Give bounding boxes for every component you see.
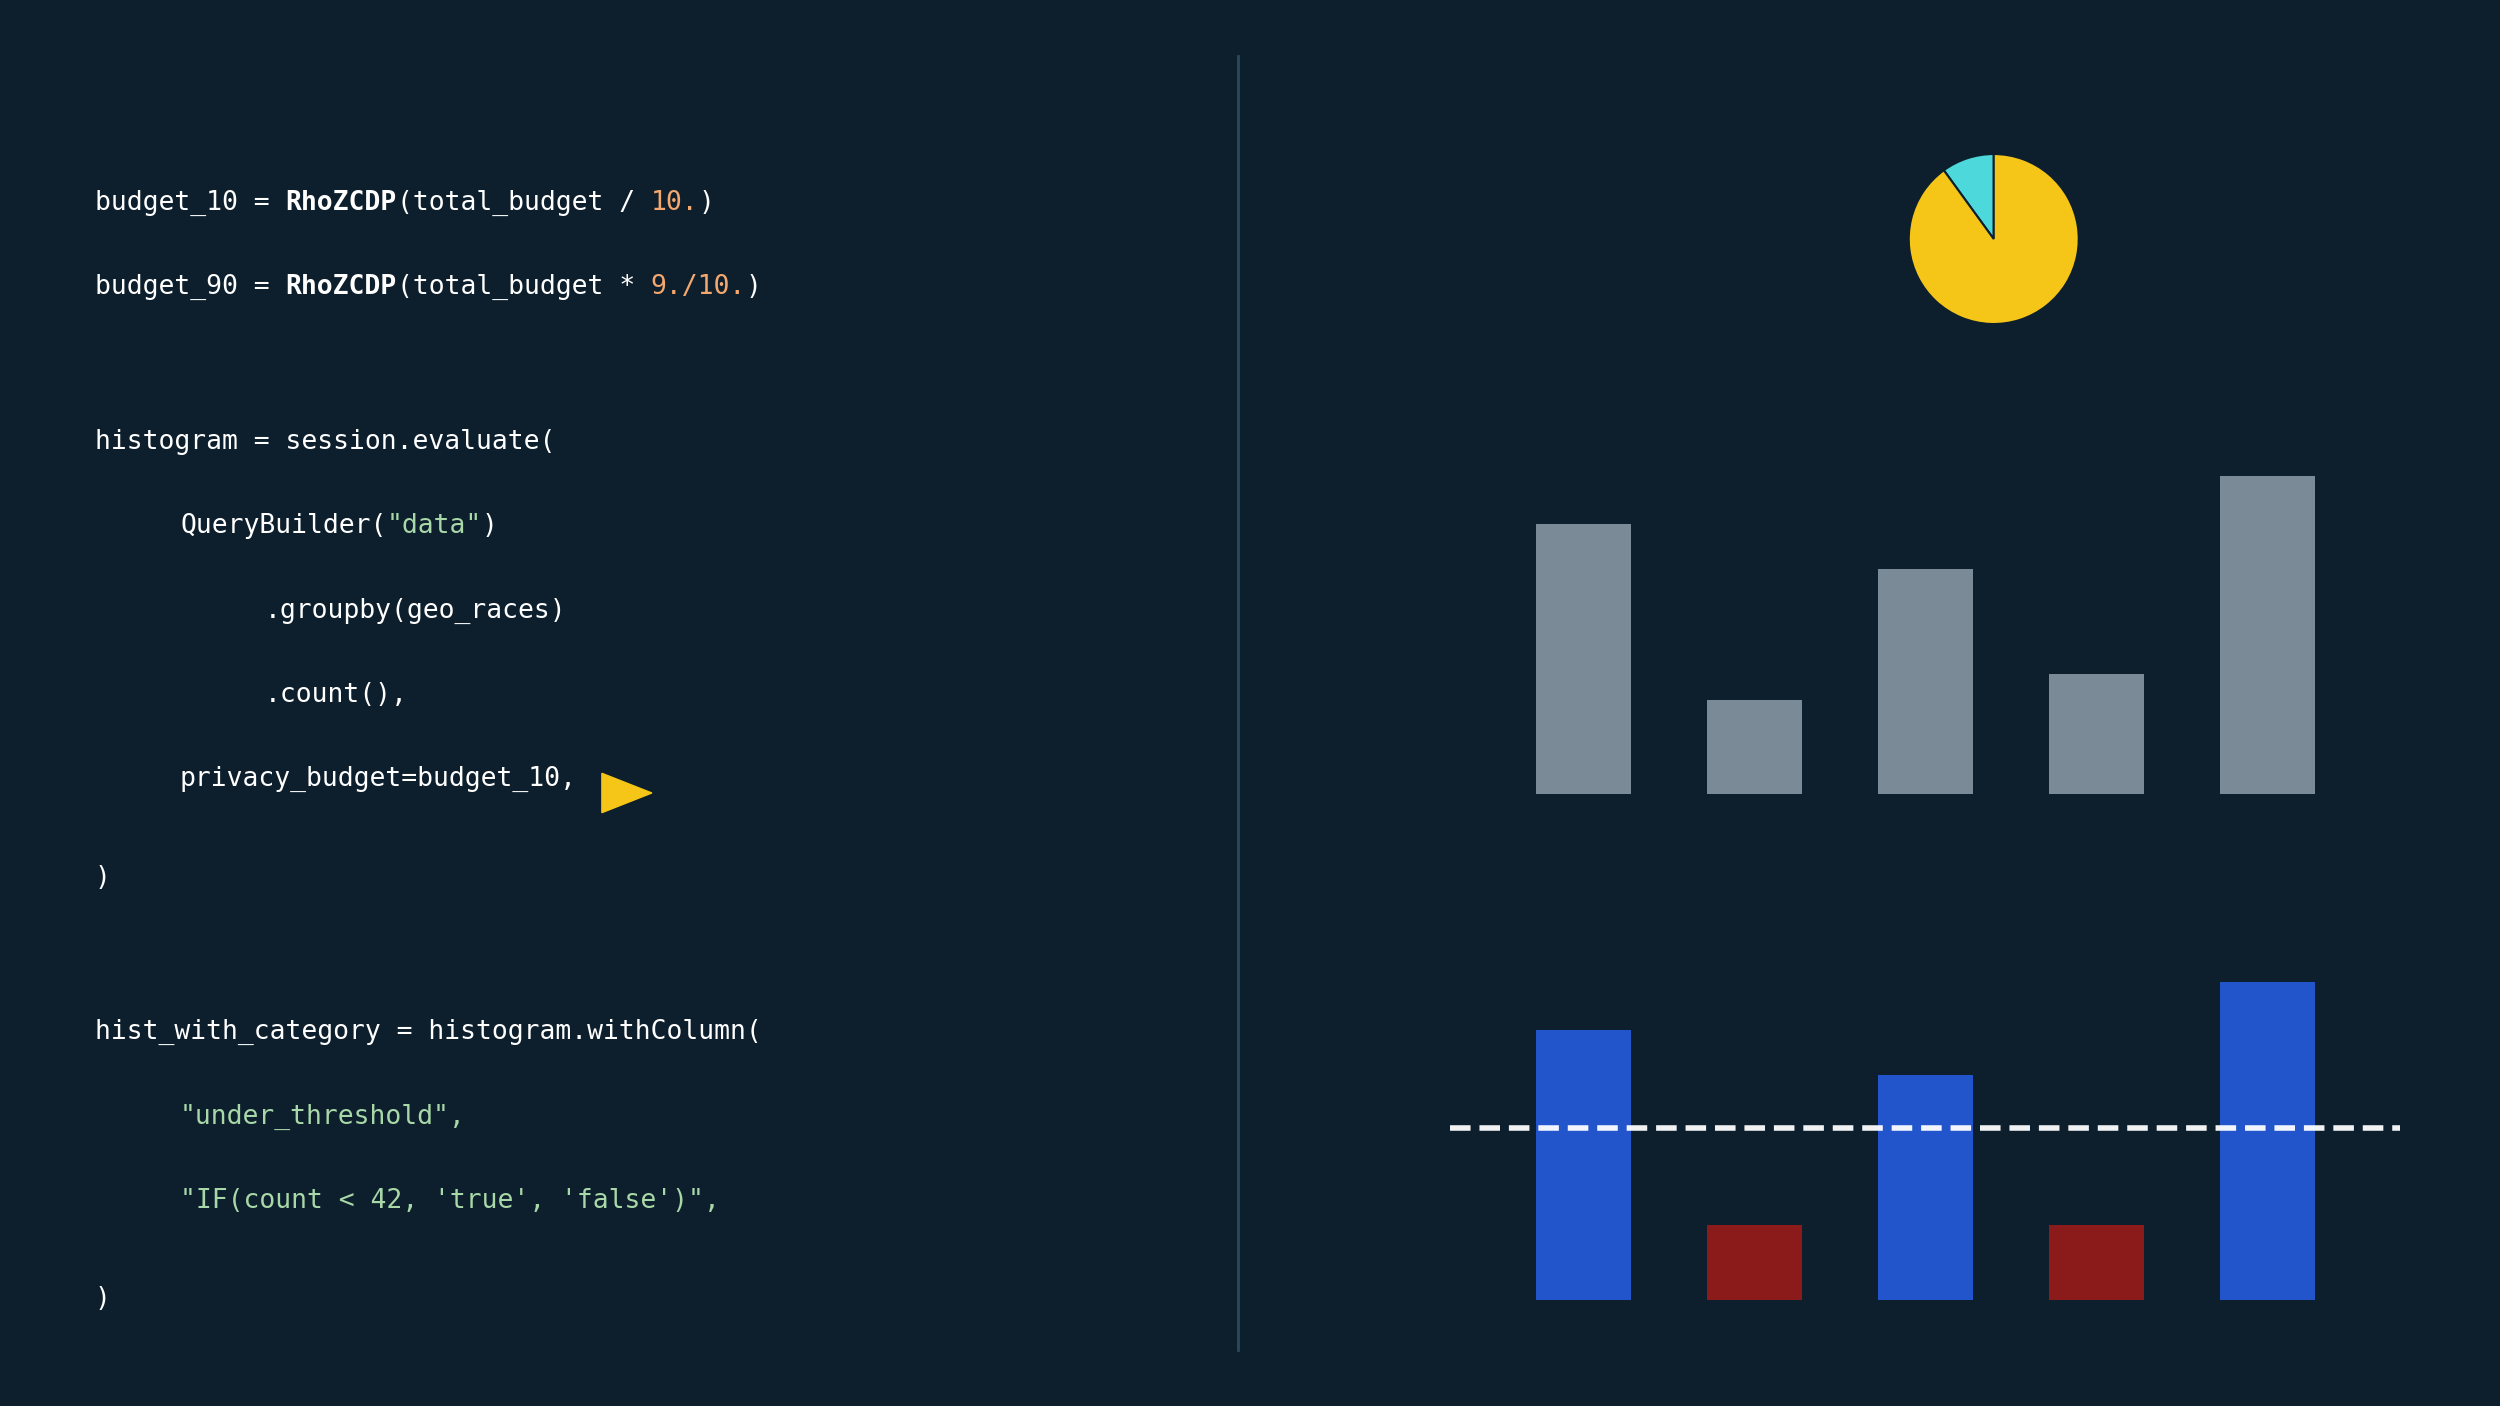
Polygon shape [602,773,652,813]
Bar [1535,1031,1630,1299]
Bar [1708,700,1802,793]
Text: privacy_budget=budget_10,: privacy_budget=budget_10, [180,766,578,793]
Text: ): ) [698,190,715,215]
Wedge shape [1910,155,2078,323]
Wedge shape [1945,155,1995,239]
Text: "data": "data" [388,513,482,538]
Text: hist_with_category = histogram.withColumn(: hist_with_category = histogram.withColum… [95,1019,762,1046]
Text: budget_10 =: budget_10 = [95,190,285,217]
Bar [2047,673,2142,793]
Text: (total_budget *: (total_budget * [398,274,650,301]
Bar [1535,524,1630,793]
Bar [2047,1225,2142,1299]
Text: budget_90 =: budget_90 = [95,274,285,301]
Bar [1708,1225,1802,1299]
Text: (total_budget /: (total_budget / [398,190,650,217]
Text: ): ) [745,274,762,299]
Text: RhoZCDP: RhoZCDP [285,190,398,215]
Bar [2220,981,2315,1299]
Text: 9./10.: 9./10. [650,274,745,299]
Bar [1878,1076,1972,1299]
Text: RhoZCDP: RhoZCDP [285,274,398,299]
Bar [1878,569,1972,793]
Text: QueryBuilder(: QueryBuilder( [180,513,388,538]
Text: "IF(count < 42, 'true', 'false')",: "IF(count < 42, 'true', 'false')", [180,1188,720,1213]
Bar [2220,475,2315,793]
Text: .count(),: .count(), [265,682,408,707]
Text: ): ) [95,865,110,890]
Text: histogram = session.evaluate(: histogram = session.evaluate( [95,429,555,454]
Text: ): ) [482,513,498,538]
Text: .groupby(geo_races): .groupby(geo_races) [265,598,568,624]
Text: ): ) [95,1286,110,1312]
Text: 10.: 10. [650,190,698,215]
Text: "under_threshold",: "under_threshold", [180,1104,465,1130]
